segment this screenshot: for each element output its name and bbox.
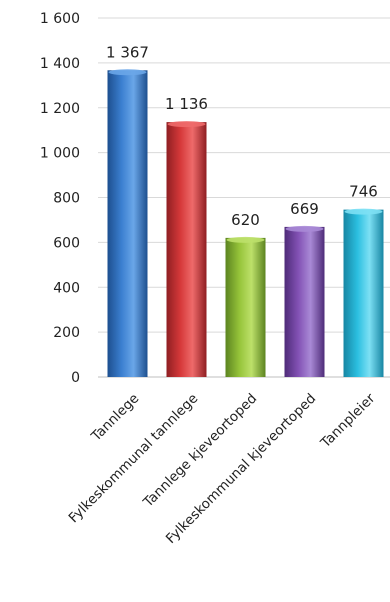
- bars: [107, 69, 384, 378]
- y-tick-label: 800: [53, 191, 80, 207]
- bar-body: [343, 209, 384, 377]
- bar-top: [285, 225, 324, 232]
- y-tick-label: 0: [71, 370, 80, 386]
- bar-body: [107, 70, 148, 378]
- bar-body: [166, 122, 207, 377]
- data-label: 746: [349, 183, 378, 201]
- bar-body: [225, 237, 266, 377]
- data-labels: 1 367 1 136 620 669 746: [106, 43, 378, 229]
- y-tick-label: 1 400: [40, 56, 80, 72]
- y-axis-tick-labels: 0 200 400 600 800 1 000 1 200 1 400 1 600: [40, 11, 80, 386]
- data-label: 1 367: [106, 43, 149, 61]
- category-label: Tannlege kjeveortoped: [140, 391, 261, 512]
- category-label: Tannlege: [88, 391, 143, 446]
- y-tick-label: 1 000: [40, 146, 80, 162]
- y-tick-label: 1 200: [40, 101, 80, 117]
- bar: [107, 69, 148, 378]
- bar-top: [108, 69, 147, 76]
- bar: [284, 225, 325, 377]
- y-tick-label: 400: [53, 280, 80, 296]
- bar-top: [226, 236, 265, 243]
- bar: [166, 121, 207, 377]
- data-label: 669: [290, 200, 319, 218]
- category-label: Tannpleier: [317, 390, 379, 452]
- data-label: 1 136: [165, 95, 208, 113]
- bar-body: [284, 226, 325, 377]
- y-tick-label: 600: [53, 235, 80, 251]
- bar: [225, 236, 266, 377]
- bar: [343, 208, 384, 377]
- data-label: 620: [231, 211, 260, 229]
- bar-top: [344, 208, 383, 215]
- y-tick-label: 1 600: [40, 11, 80, 27]
- bar-top: [167, 121, 206, 128]
- y-tick-label: 200: [53, 325, 80, 341]
